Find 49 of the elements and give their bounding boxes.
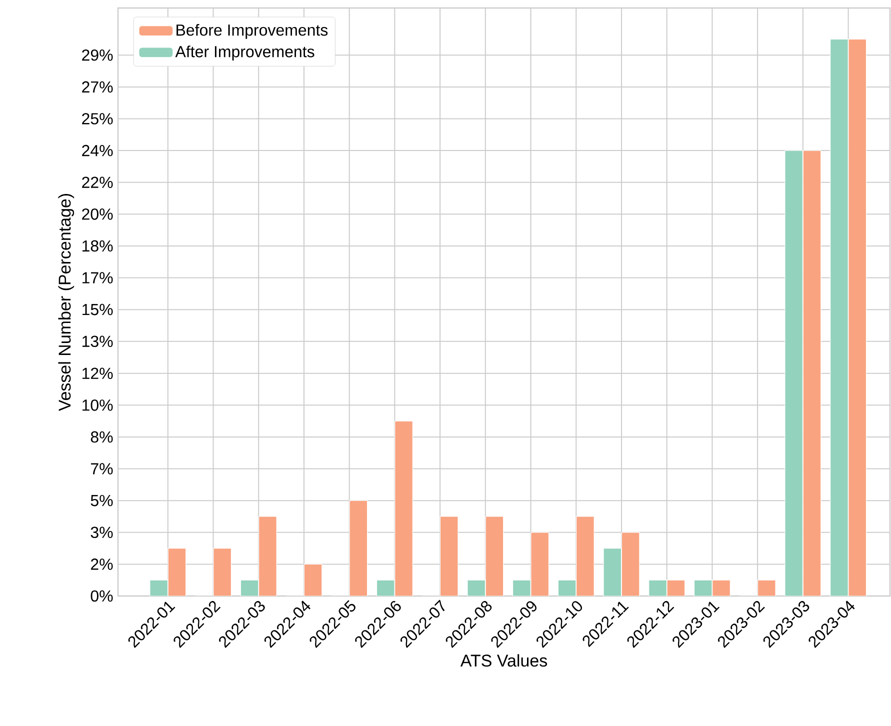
bar (350, 500, 368, 596)
y-tick-label: 5% (90, 494, 113, 506)
y-tick-label: 29% (82, 49, 113, 61)
y-tick-label: 12% (82, 368, 113, 379)
y-tick-label: 13% (82, 336, 113, 348)
bar (784, 150, 803, 596)
bar (758, 580, 776, 596)
bar (512, 580, 531, 596)
y-tick-label: 22% (82, 176, 113, 188)
bar (576, 516, 594, 596)
y-tick-label: 8% (90, 431, 113, 443)
y-tick-label: 24% (82, 144, 113, 156)
legend-label: After Improvements (175, 46, 314, 60)
x-axis-title: ATS Values (460, 654, 548, 667)
y-tick-label: 2% (90, 558, 113, 570)
y-tick-label: 10% (82, 400, 113, 411)
bar (558, 580, 576, 596)
legend-label: Before Improvements (176, 24, 328, 39)
y-tick-label: 7% (91, 463, 113, 474)
bar (376, 580, 395, 596)
bar (648, 580, 667, 596)
y-tick-label: 27% (82, 81, 113, 93)
y-tick-label: 18% (82, 240, 113, 252)
y-axis-title: Vessel Number (Percentage) (58, 194, 74, 412)
bar (830, 38, 848, 596)
bar (803, 150, 821, 596)
bar (712, 580, 730, 596)
bar (394, 421, 413, 596)
y-tick-label: 25% (82, 113, 113, 124)
bar (530, 532, 549, 596)
bar (258, 516, 277, 596)
bar (304, 564, 322, 596)
bar (622, 532, 640, 596)
bar (440, 516, 458, 596)
bar (213, 548, 232, 596)
y-tick-label: 0% (90, 590, 113, 602)
bar (694, 580, 712, 596)
bar (240, 580, 258, 596)
bar (168, 548, 186, 596)
bar (667, 580, 685, 596)
bar (486, 516, 504, 596)
bar (467, 580, 486, 596)
bar (150, 580, 168, 596)
y-tick-label: 20% (82, 208, 113, 220)
bar (604, 548, 622, 596)
y-tick-label: 3% (90, 526, 113, 538)
y-tick-label: 15% (82, 304, 113, 316)
y-tick-label: 17% (82, 272, 113, 284)
bar (848, 38, 867, 596)
